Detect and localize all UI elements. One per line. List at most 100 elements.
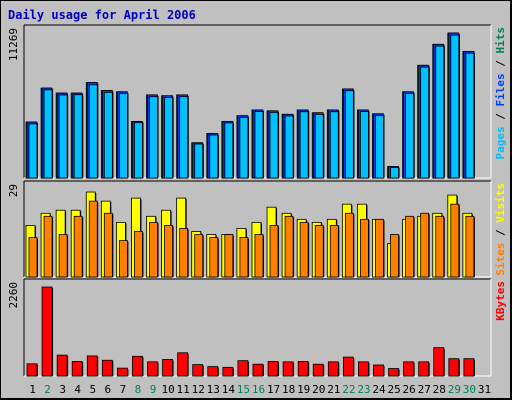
pages-bar-day-26 [405,93,415,179]
kbytes-bar-day-24 [373,364,385,377]
sites-bar-day-20 [314,225,325,278]
x-tick-label-day-9: 9 [150,383,157,396]
kbytes-bar-day-10 [162,359,174,377]
panel-0-ymax-label: 11269 [7,28,20,61]
sites-bar-day-4 [73,215,84,278]
sites-bar-day-27 [420,212,430,278]
pages-bar-day-13 [209,134,219,179]
kbytes-bar-day-19 [297,361,310,377]
sites-bar-day-17 [269,225,280,278]
sites-bar-day-7 [118,240,129,278]
pages-bar-day-3 [58,94,69,179]
x-tick-label-day-15: 15 [237,383,250,396]
pages-bar-day-1 [28,123,38,179]
kbytes-bar-day-12 [192,364,204,377]
panel-1-legend: Sites / Visits [494,183,507,276]
panel-0-legend-part-2: Files [494,73,507,106]
sites-bar-day-6 [103,212,114,278]
sites-bar-day-16 [254,234,264,278]
panel-2-ymax-label: 2260 [7,282,20,309]
panel-2-legend-part-0: KBytes [494,281,507,321]
sites-bar-day-2 [43,215,54,278]
x-tick-label-day-24: 24 [372,383,386,396]
kbytes-bar-day-11 [177,352,189,377]
panel-1-legend-part-1: / [494,223,507,243]
sites-bar-day-26 [405,215,415,278]
pages-bar-day-18 [284,115,295,179]
x-tick-label-day-2: 2 [44,383,51,396]
pages-bar-day-15 [239,117,249,179]
sites-bar-day-15 [239,237,249,278]
sites-bar-day-22 [344,212,355,278]
panel-0-legend: Pages / Files / Hits [494,27,507,160]
pages-bar-day-2 [43,89,54,179]
x-tick-label-day-5: 5 [89,383,96,396]
sites-bar-day-18 [284,215,295,278]
x-tick-label-day-13: 13 [207,383,220,396]
pages-bar-day-4 [73,94,84,179]
kbytes-bar-day-4 [71,361,84,377]
sites-bar-day-21 [329,225,340,278]
sites-bar-day-10 [164,225,174,278]
sites-bar-day-5 [88,200,99,278]
kbytes-bar-day-28 [433,347,445,377]
pages-bar-day-7 [118,93,129,179]
x-tick-label-day-1: 1 [29,383,36,396]
kbytes-bar-day-21 [327,361,340,377]
x-tick-label-day-22: 22 [342,383,355,396]
pages-bar-day-23 [360,111,370,179]
x-tick-label-day-31: 31 [478,383,491,396]
x-tick-label-day-11: 11 [177,383,190,396]
sites-bar-day-8 [134,231,144,278]
pages-bar-day-30 [465,52,475,179]
kbytes-bar-day-18 [282,361,295,377]
kbytes-bar-day-17 [267,361,280,377]
x-tick-label-day-3: 3 [59,383,66,396]
x-tick-label-day-21: 21 [327,383,340,396]
sites-bar-day-24 [375,218,385,278]
kbytes-bar-day-30 [463,358,475,377]
pages-bar-day-10 [164,97,174,179]
x-tick-label-day-6: 6 [105,383,112,396]
pages-bar-day-27 [420,66,430,179]
panel-2-legend: KBytes [494,281,507,321]
sites-bar-day-28 [435,215,445,278]
x-tick-label-day-12: 12 [192,383,205,396]
pages-bar-day-11 [179,96,189,179]
x-tick-label-day-25: 25 [387,383,400,396]
kbytes-bar-day-27 [418,361,430,377]
x-tick-label-day-23: 23 [357,383,370,396]
kbytes-bar-day-25 [388,368,400,377]
panel-1-ymax-label: 29 [7,184,20,197]
x-tick-label-day-27: 27 [418,383,431,396]
kbytes-bar-day-16 [252,363,264,377]
pages-bar-day-29 [450,34,460,179]
sites-bar-day-14 [224,234,234,278]
sites-bar-day-1 [28,237,38,278]
panel-0-legend-part-3: / [494,54,507,74]
pages-bar-day-8 [134,122,144,179]
x-tick-label-day-16: 16 [252,383,265,396]
sites-bar-day-9 [149,221,159,278]
pages-bar-day-14 [224,122,234,179]
sites-bar-day-25 [390,234,400,278]
panel-0-legend-part-1: / [494,107,507,127]
chart-title: Daily usage for April 2006 [8,8,196,22]
kbytes-bar-day-2 [41,286,54,377]
x-tick-label-day-10: 10 [161,383,174,396]
x-tick-label-day-14: 14 [222,383,236,396]
kbytes-bar-day-26 [403,361,415,377]
kbytes-bar-day-3 [56,354,69,377]
sites-bar-day-13 [209,237,219,278]
sites-bar-day-29 [450,203,460,278]
x-tick-label-day-8: 8 [135,383,142,396]
kbytes-bar-day-15 [237,360,249,377]
pages-bar-day-21 [329,111,340,179]
panel-1-legend-part-0: Sites [494,243,507,276]
panel-2-background [24,279,491,376]
sites-bar-day-3 [58,234,69,278]
pages-bar-day-9 [149,96,159,179]
pages-bar-day-6 [103,92,114,179]
pages-bar-day-19 [299,111,310,179]
